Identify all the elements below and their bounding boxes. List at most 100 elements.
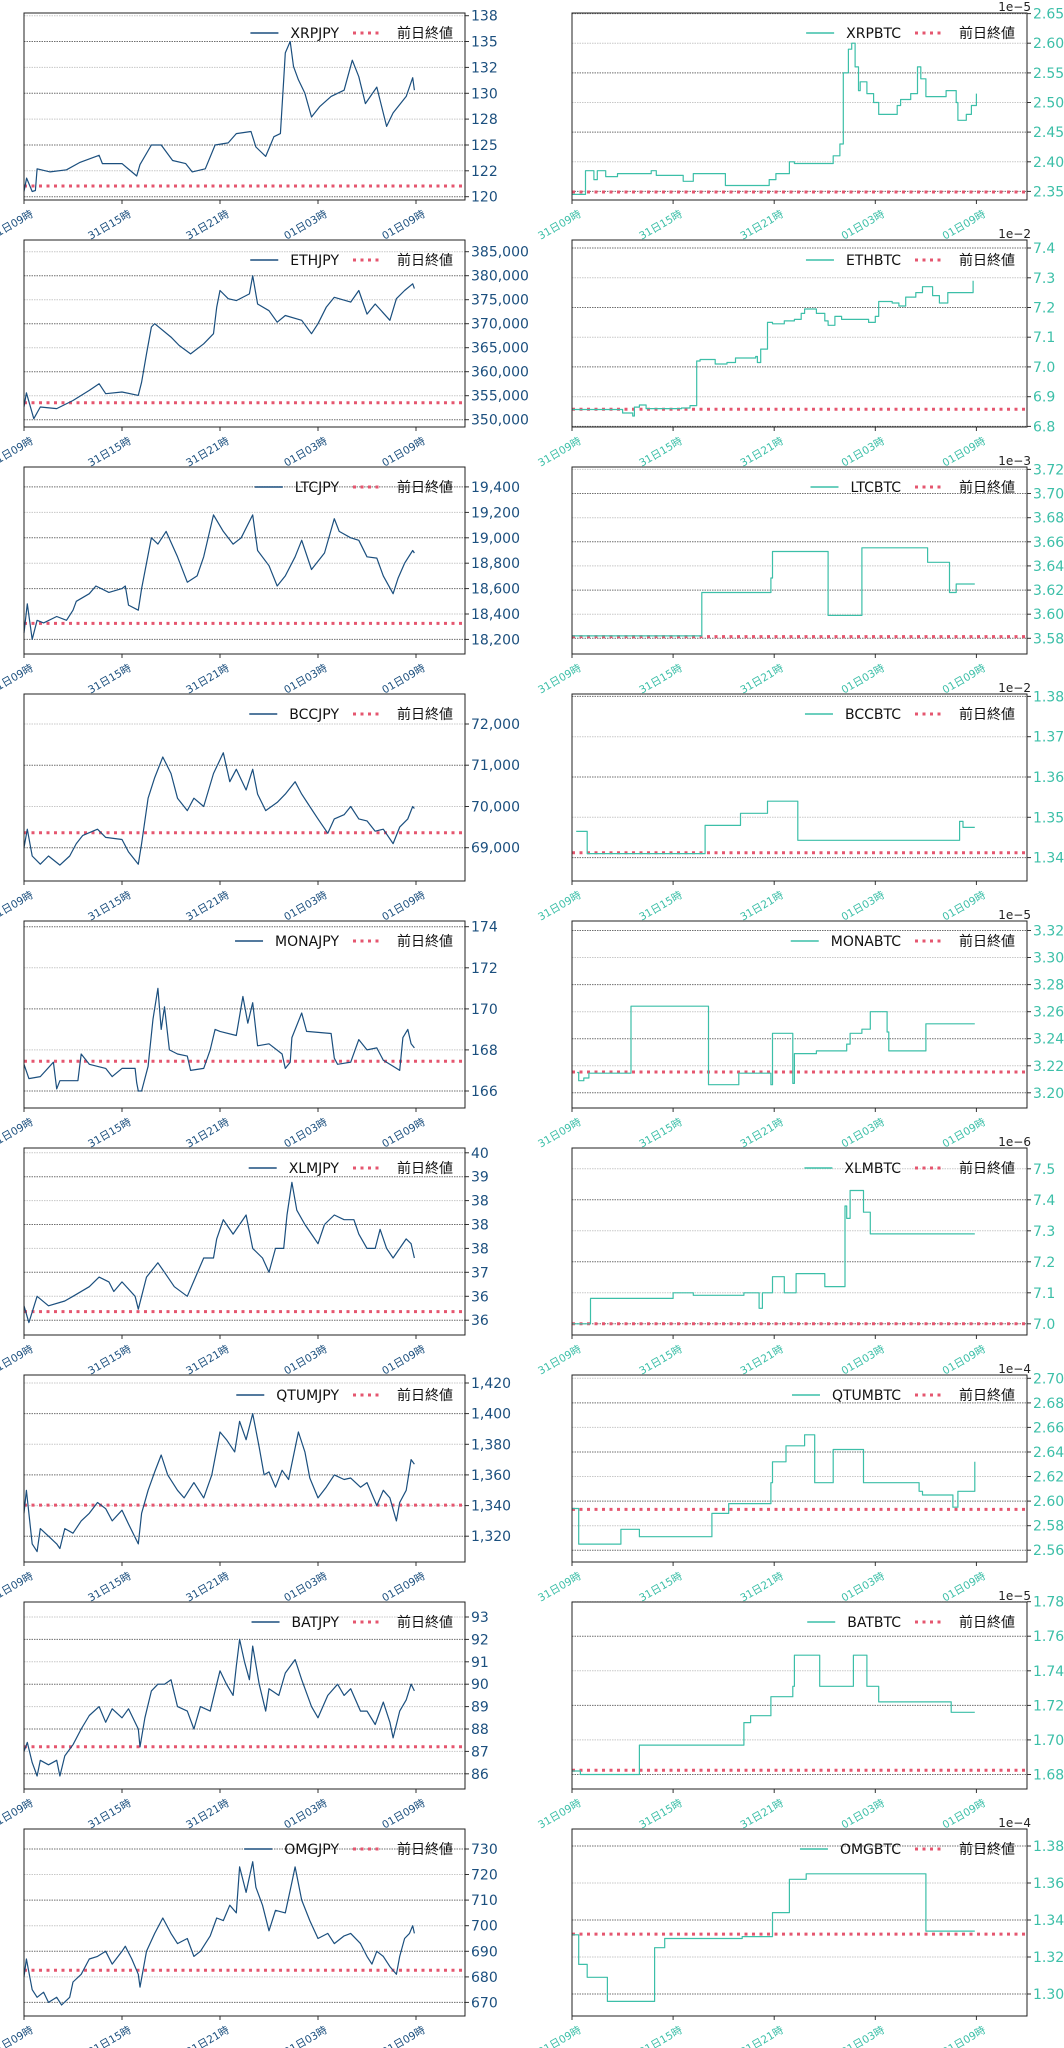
y-tick-label: 138 bbox=[471, 9, 498, 25]
y-tick-label: 40 bbox=[471, 1146, 489, 1162]
legend-label-prev-close: 前日終値 bbox=[959, 1160, 1015, 1177]
x-tick-label: 31日15時 bbox=[86, 208, 134, 243]
x-tick-label: 01日09時 bbox=[380, 1343, 428, 1378]
x-tick-label: 01日09時 bbox=[380, 2024, 428, 2048]
y-tick-label: 7.3 bbox=[1033, 1224, 1055, 1240]
x-tick-label: 31日15時 bbox=[637, 208, 685, 243]
legend-label-prev-close: 前日終値 bbox=[959, 1841, 1015, 1858]
x-tick-label: 31日21時 bbox=[184, 889, 232, 924]
y-tick-label: 3.72 bbox=[1033, 462, 1064, 478]
y-tick-label: 7.3 bbox=[1033, 271, 1055, 287]
y-tick-label: 2.50 bbox=[1033, 96, 1064, 112]
legend-label-prev-close: 前日終値 bbox=[397, 706, 453, 723]
legend: 前日終値 ETHJPY bbox=[250, 252, 453, 269]
y-tick-label: 350,000 bbox=[471, 413, 529, 429]
legend-label-series: BATJPY bbox=[292, 1615, 340, 1631]
chart-ethjpy: 350,000 355,000 360,000 365,000 370,000 375,0… bbox=[0, 239, 529, 470]
y-tick-label: 1.38 bbox=[1033, 1839, 1064, 1855]
legend-label-series: OMGJPY bbox=[284, 1842, 339, 1858]
x-tick-label: 01日03時 bbox=[282, 1570, 330, 1605]
y-tick-label: 125 bbox=[471, 138, 498, 154]
x-tick-label: 01日09時 bbox=[380, 435, 428, 470]
x-tick-label: 31日21時 bbox=[184, 1116, 232, 1151]
y-tick-label: 7.0 bbox=[1033, 360, 1055, 376]
x-tick-label: 31日21時 bbox=[738, 1797, 786, 1832]
chart-xlmjpy: 36 36 37 38 38 38 39 40 31日09時 31日15時 31日21時 01日03時… bbox=[0, 1146, 489, 1378]
x-tick-label: 01日03時 bbox=[282, 1797, 330, 1832]
chart-qtumjpy: 1,320 1,340 1,360 1,380 1,400 1,420 31日09時 31日1… bbox=[0, 1374, 511, 1605]
y-tick-label: 7.1 bbox=[1033, 1286, 1055, 1302]
x-tick-label: 31日09時 bbox=[0, 1343, 36, 1378]
y-tick-label: 38 bbox=[471, 1218, 489, 1234]
x-tick-label: 01日09時 bbox=[941, 1570, 989, 1605]
y-tick-label: 710 bbox=[471, 1893, 498, 1909]
y-tick-label: 1.78 bbox=[1033, 1595, 1064, 1611]
y-tick-label: 1.74 bbox=[1033, 1664, 1064, 1680]
x-tick-label: 01日03時 bbox=[839, 889, 887, 924]
y-tick-label: 130 bbox=[471, 86, 498, 102]
y-tick-label: 670 bbox=[471, 1995, 498, 2011]
y-tick-label: 1.35 bbox=[1033, 810, 1064, 826]
legend: 前日終値 LTCJPY bbox=[254, 479, 453, 496]
series-line-xrpjpy bbox=[23, 40, 415, 193]
legend-label-series: XRPBTC bbox=[846, 26, 901, 42]
x-tick-label: 31日21時 bbox=[184, 435, 232, 470]
y-tick-label: 2.58 bbox=[1033, 1519, 1064, 1535]
y-tick-label: 1.36 bbox=[1033, 1876, 1064, 1892]
legend-label-prev-close: 前日終値 bbox=[959, 479, 1015, 496]
axis-exponent-label: 1e−5 bbox=[998, 1589, 1031, 1603]
y-tick-label: 2.60 bbox=[1033, 1494, 1064, 1510]
x-tick-label: 31日21時 bbox=[184, 2024, 232, 2048]
legend-label-prev-close: 前日終値 bbox=[397, 252, 453, 269]
y-tick-label: 700 bbox=[471, 1919, 498, 1935]
x-tick-label: 31日21時 bbox=[738, 1343, 786, 1378]
y-tick-label: 1.36 bbox=[1033, 770, 1064, 786]
y-tick-label: 174 bbox=[471, 920, 498, 936]
chart-monajpy: 166 168 170 172 174 31日09時 31日15時 31日21時 01日03時 0… bbox=[0, 920, 498, 1151]
y-tick-label: 370,000 bbox=[471, 317, 529, 333]
plot-frame bbox=[23, 693, 466, 882]
y-tick-label: 72,000 bbox=[471, 717, 520, 733]
x-tick-label: 01日03時 bbox=[282, 1343, 330, 1378]
x-tick-label: 01日03時 bbox=[839, 1116, 887, 1151]
y-tick-label: 91 bbox=[471, 1655, 489, 1671]
x-tick-label: 31日21時 bbox=[184, 1343, 232, 1378]
x-tick-label: 31日09時 bbox=[0, 1116, 36, 1151]
y-tick-label: 38 bbox=[471, 1194, 489, 1210]
y-tick-label: 7.5 bbox=[1033, 1162, 1055, 1178]
y-tick-label: 18,800 bbox=[471, 556, 520, 572]
chart-batbtc: 1.68 1.70 1.72 1.74 1.76 1.78 31日09時 31日15時 31日2… bbox=[536, 1589, 1064, 1831]
y-tick-label: 680 bbox=[471, 1970, 498, 1986]
x-tick-label: 31日21時 bbox=[738, 2024, 786, 2048]
y-tick-label: 18,600 bbox=[471, 582, 520, 598]
series-line-ltcjpy bbox=[23, 514, 415, 640]
y-tick-label: 380,000 bbox=[471, 269, 529, 285]
chart-ltcbtc: 3.58 3.60 3.62 3.64 3.66 3.68 3.70 3.72 31日09時 31… bbox=[536, 454, 1064, 696]
series-line-qtumjpy bbox=[23, 1413, 415, 1553]
x-tick-label: 31日09時 bbox=[536, 435, 584, 470]
y-tick-label: 18,200 bbox=[471, 632, 520, 648]
x-tick-label: 01日03時 bbox=[839, 2024, 887, 2048]
series-line-monajpy bbox=[23, 987, 415, 1092]
x-tick-label: 31日09時 bbox=[0, 1570, 36, 1605]
plot-frame bbox=[571, 920, 1028, 1109]
legend-label-series: QTUMJPY bbox=[276, 1388, 339, 1404]
plot-frame bbox=[571, 466, 1028, 655]
x-tick-label: 31日09時 bbox=[536, 889, 584, 924]
legend-label-series: MONAJPY bbox=[275, 934, 339, 950]
legend-label-series: QTUMBTC bbox=[832, 1388, 901, 1404]
x-tick-label: 31日09時 bbox=[536, 1343, 584, 1378]
series-line-xlmjpy bbox=[23, 1181, 415, 1324]
x-tick-label: 01日09時 bbox=[941, 2024, 989, 2048]
x-tick-label: 31日15時 bbox=[86, 889, 134, 924]
legend-label-prev-close: 前日終値 bbox=[397, 1387, 453, 1404]
y-tick-label: 86 bbox=[471, 1767, 489, 1783]
y-tick-label: 1,380 bbox=[471, 1437, 511, 1453]
y-tick-label: 3.28 bbox=[1033, 978, 1064, 994]
x-tick-label: 31日21時 bbox=[738, 889, 786, 924]
y-tick-label: 2.55 bbox=[1033, 66, 1064, 82]
axis-exponent-label: 1e−6 bbox=[998, 1135, 1031, 1149]
y-tick-label: 1.30 bbox=[1033, 1987, 1064, 2003]
legend-label-series: LTCBTC bbox=[851, 480, 902, 496]
y-tick-label: 3.58 bbox=[1033, 631, 1064, 647]
